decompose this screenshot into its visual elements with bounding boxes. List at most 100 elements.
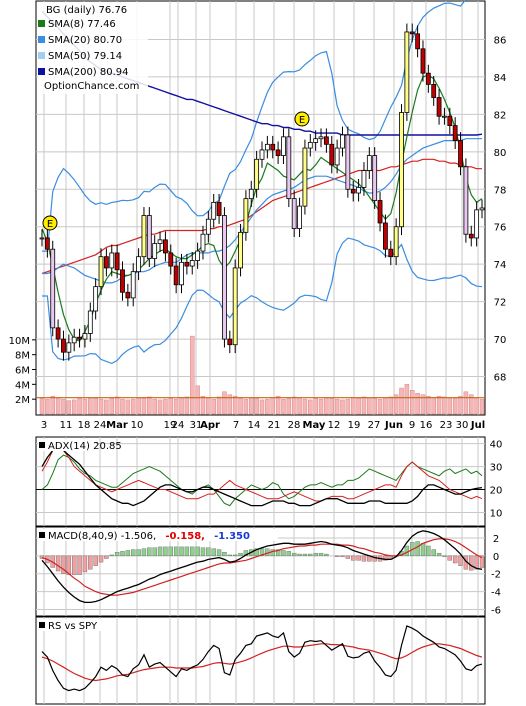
candle-body bbox=[173, 265, 179, 286]
candle-body bbox=[350, 188, 356, 194]
candle-body bbox=[372, 155, 378, 201]
volume-bar bbox=[426, 395, 431, 415]
candle-body bbox=[313, 138, 319, 143]
watermark: OptionChance.com bbox=[44, 81, 139, 92]
candle-body bbox=[157, 239, 163, 244]
candle-body bbox=[458, 140, 463, 168]
volume-bar bbox=[447, 397, 453, 415]
macd-tick-label: -4 bbox=[491, 588, 501, 599]
volume-bar bbox=[211, 398, 216, 415]
volume-tick-label: 8M bbox=[15, 351, 30, 362]
volume-bar bbox=[442, 396, 447, 415]
date-tick-label: 19 bbox=[348, 420, 361, 431]
earnings-marker: E bbox=[42, 215, 58, 231]
candle-body bbox=[270, 143, 276, 151]
candle-body bbox=[340, 134, 345, 149]
volume-bar bbox=[189, 335, 195, 415]
macd-histogram-bar bbox=[157, 546, 163, 557]
macd-histogram-bar bbox=[55, 555, 61, 572]
volume-bar bbox=[350, 397, 356, 415]
candle-body bbox=[44, 237, 50, 250]
sma20-line bbox=[42, 138, 482, 284]
volume-tick-label: 10M bbox=[9, 336, 30, 347]
volume-bar bbox=[206, 397, 211, 415]
volume-bar bbox=[302, 398, 308, 415]
volume-bar bbox=[238, 398, 243, 415]
volume-bar bbox=[254, 398, 259, 415]
legend-background bbox=[38, 2, 148, 94]
candle-body bbox=[222, 215, 227, 340]
volume-bar bbox=[71, 399, 77, 415]
volume-bar bbox=[404, 384, 410, 415]
price-tick-label: 70 bbox=[494, 335, 507, 346]
rs-panel: RS vs SPY bbox=[35, 616, 486, 705]
candle-body bbox=[77, 336, 82, 340]
candle-body bbox=[436, 97, 442, 117]
volume-bar bbox=[39, 398, 45, 415]
macd-histogram-bar bbox=[436, 552, 442, 557]
macd-panel-frame bbox=[35, 526, 486, 617]
minus-di-line bbox=[41, 442, 483, 502]
svg-text:E: E bbox=[47, 219, 53, 230]
macd-histogram-bar bbox=[345, 555, 351, 559]
date-tick-label: Jun bbox=[384, 420, 403, 431]
candle-body bbox=[216, 201, 222, 216]
volume-bar bbox=[61, 398, 66, 415]
macd-histogram-bar bbox=[120, 551, 125, 557]
date-tick-label: 9 bbox=[409, 420, 415, 431]
macd-histogram-bar bbox=[82, 555, 88, 573]
volume-bar bbox=[259, 399, 265, 415]
volume-bar bbox=[329, 398, 335, 415]
macd-histogram-bar bbox=[297, 553, 302, 557]
volume-bar bbox=[308, 399, 313, 415]
macd-histogram-bar bbox=[222, 552, 227, 557]
legend-sma20: SMA(20) 80.70 bbox=[48, 35, 122, 46]
candle-body bbox=[98, 256, 104, 288]
macd-title-signal: -0.158, bbox=[165, 531, 205, 542]
macd-histogram-bar bbox=[71, 555, 77, 575]
candle-body bbox=[479, 207, 485, 211]
macd-histogram-bar bbox=[415, 541, 420, 557]
candle-body bbox=[329, 143, 335, 166]
volume-bar bbox=[66, 400, 72, 415]
volume-bar bbox=[474, 397, 479, 415]
volume-bar bbox=[436, 395, 442, 415]
volume-bar bbox=[361, 396, 367, 415]
candle-body bbox=[93, 286, 99, 312]
volume-bar bbox=[227, 394, 233, 415]
macd-y-axis: 2 0 -2 -4 -6 bbox=[491, 534, 501, 617]
candle-body bbox=[61, 338, 66, 353]
macd-histogram-bar bbox=[190, 546, 195, 557]
svg-text:E: E bbox=[299, 115, 305, 126]
candle-body bbox=[361, 170, 367, 188]
date-tick-label: 14 bbox=[248, 420, 261, 431]
candle-body bbox=[334, 147, 340, 166]
candle-body bbox=[318, 136, 324, 140]
candle-body bbox=[447, 115, 453, 127]
macd-lines bbox=[41, 530, 483, 604]
candle-body bbox=[195, 250, 201, 261]
macd-histogram-bar bbox=[147, 547, 152, 557]
macd-histogram-bar bbox=[200, 547, 206, 557]
sma8-line bbox=[41, 74, 483, 342]
date-tick-label: Jul bbox=[470, 420, 485, 431]
volume-tick-label: 2M bbox=[15, 395, 30, 406]
candle-body bbox=[383, 222, 388, 250]
volume-bar bbox=[334, 398, 340, 415]
rs-panel-frame bbox=[35, 616, 486, 705]
macd-signal-line bbox=[41, 538, 483, 596]
date-tick-label: 11 bbox=[60, 420, 73, 431]
volume-bar bbox=[388, 396, 394, 415]
macd-histogram-bar bbox=[61, 555, 66, 574]
macd-histogram-bar bbox=[254, 548, 259, 557]
macd-histogram-bar bbox=[195, 546, 200, 557]
candle-body bbox=[291, 198, 297, 230]
volume-bar bbox=[163, 398, 168, 415]
candle-body bbox=[205, 218, 211, 235]
volume-bar bbox=[377, 398, 383, 415]
legend-swatch-sma200 bbox=[38, 68, 45, 75]
macd-histogram-bar bbox=[469, 555, 474, 571]
legend-sma50: SMA(50) 79.14 bbox=[48, 51, 122, 62]
candle-body bbox=[55, 327, 61, 340]
